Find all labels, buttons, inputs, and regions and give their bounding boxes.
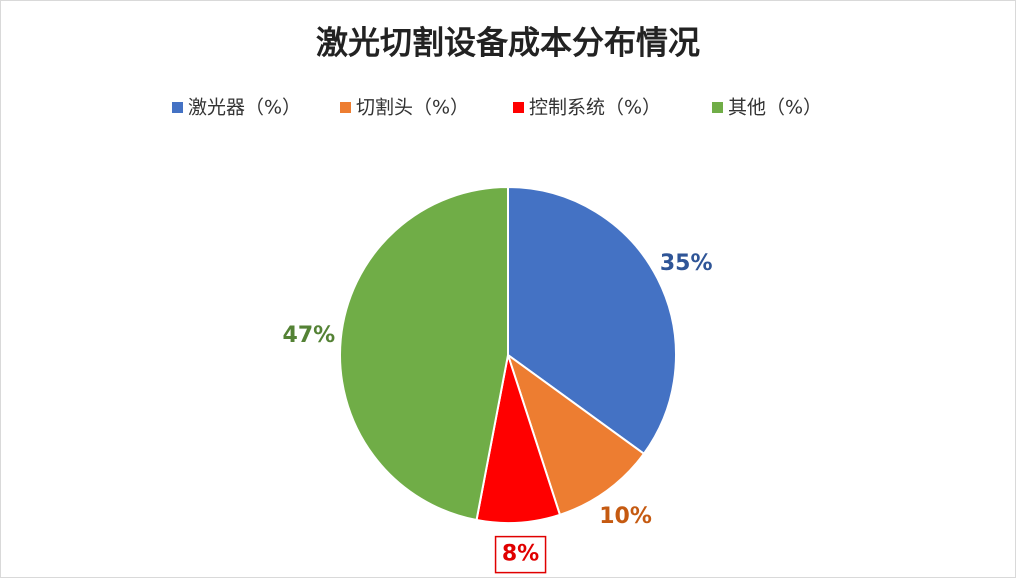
pie-slice (339, 185, 509, 522)
pie-slice (506, 352, 646, 517)
legend-swatch (712, 102, 723, 113)
legend-label: 其他（%） (728, 97, 822, 119)
chart-title: 激光切割设备成本分布情况 (316, 24, 700, 62)
value-label: 35% (660, 251, 713, 276)
legend-label: 控制系统（%） (529, 97, 661, 119)
value-label-box (494, 535, 547, 574)
pie-slice (507, 185, 677, 456)
legend-label: 切割头（%） (356, 97, 469, 119)
value-label: 8% (502, 542, 539, 567)
legend-swatch (340, 102, 351, 113)
legend-swatch (513, 102, 524, 113)
legend-label: 激光器（%） (188, 97, 301, 119)
legend-swatch (172, 102, 183, 113)
value-label: 47% (283, 323, 336, 348)
value-label: 10% (599, 504, 652, 529)
